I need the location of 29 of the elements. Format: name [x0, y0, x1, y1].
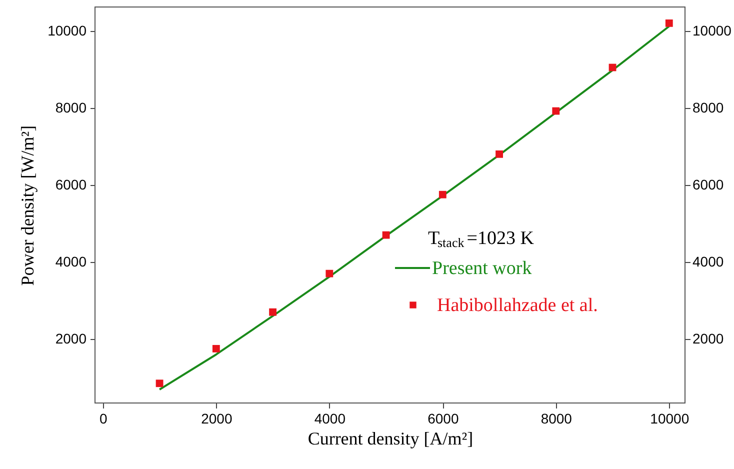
- y-tick-label: 8000: [55, 99, 87, 116]
- point: [269, 308, 276, 316]
- x-tick-label: 0: [100, 410, 108, 426]
- y2-tick-label: 4000: [692, 254, 724, 270]
- y2-tick-label: 2000: [692, 330, 724, 347]
- point: [552, 107, 560, 115]
- point: [382, 231, 390, 239]
- y2-tick-label: 6000: [692, 176, 724, 192]
- y2-tick-label: 8000: [692, 99, 724, 116]
- x-tick-label: 8000: [540, 410, 572, 426]
- point: [665, 19, 673, 27]
- x-tick-label: 2000: [201, 410, 232, 426]
- x-axis-title: Current density [A/m²]: [308, 428, 474, 448]
- x-tick-label: 10000: [650, 410, 690, 426]
- legend-label: Present work: [432, 258, 532, 279]
- y-tick-label: 4000: [55, 254, 87, 270]
- point: [326, 270, 334, 278]
- y2-tick-label: 10000: [692, 22, 732, 38]
- y-tick-label: 10000: [48, 22, 87, 38]
- y-axis-title: Power density [W/m²]: [18, 125, 38, 286]
- point: [496, 150, 503, 158]
- point: [212, 344, 220, 352]
- x-tick-label: 6000: [428, 410, 459, 426]
- point: [156, 380, 164, 388]
- x-tick-label: 4000: [314, 410, 346, 426]
- point: [438, 190, 446, 198]
- y-tick-label: 6000: [55, 176, 87, 192]
- y-tick-label: 2000: [55, 330, 87, 347]
- legend-label: Habibollahzade et al.: [437, 295, 598, 316]
